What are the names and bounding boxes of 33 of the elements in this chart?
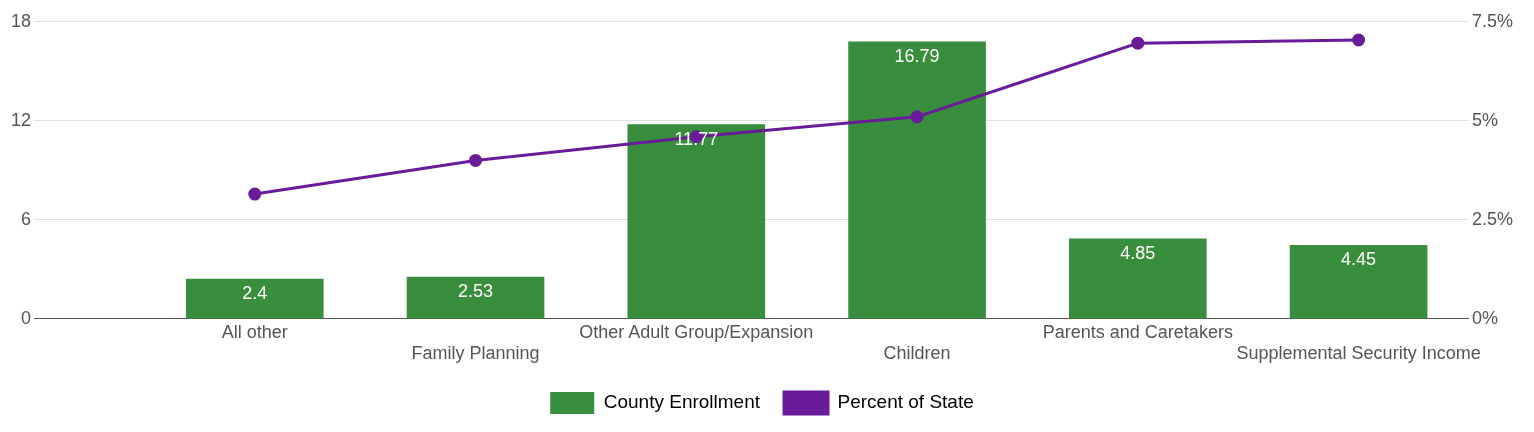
data-label: 11.77	[674, 128, 719, 149]
legend-label: Percent of State	[837, 391, 974, 413]
x-tick-label: Family Planning	[411, 343, 540, 364]
data-label: 4.85	[1120, 242, 1156, 263]
x-tick-label: Other Adult Group/Expansion	[579, 321, 814, 342]
y2-tick-label: 5%	[1471, 109, 1498, 130]
y-tick-label: 0	[21, 307, 32, 328]
bar	[1289, 245, 1428, 319]
data-label: 16.79	[894, 45, 940, 66]
point	[1131, 36, 1145, 50]
x-tick-label: Supplemental Security Income	[1236, 343, 1481, 364]
bar	[627, 124, 766, 319]
data-label: 4.45	[1341, 249, 1377, 270]
point	[469, 153, 483, 167]
point	[248, 187, 262, 201]
y2-tick-label: 2.5%	[1471, 208, 1513, 229]
data-label: 2.53	[458, 281, 494, 302]
x-tick-label: All other	[221, 321, 288, 342]
bar	[1069, 238, 1207, 319]
point	[910, 110, 924, 124]
data-label: 2.4	[242, 283, 268, 304]
y2-tick-label: 0%	[1471, 307, 1498, 328]
y-tick-label: 18	[10, 10, 32, 31]
x-tick-label: Children	[883, 343, 951, 364]
bar	[848, 41, 986, 319]
bar	[185, 278, 324, 319]
x-tick-label: Parents and Caretakers	[1042, 321, 1233, 342]
legend-label: County Enrollment	[603, 391, 761, 413]
bar	[406, 276, 545, 319]
y2-tick-label: 7.5%	[1471, 10, 1513, 31]
y-tick-label: 12	[10, 109, 32, 130]
point	[1352, 33, 1366, 47]
y-tick-label: 6	[21, 208, 32, 229]
